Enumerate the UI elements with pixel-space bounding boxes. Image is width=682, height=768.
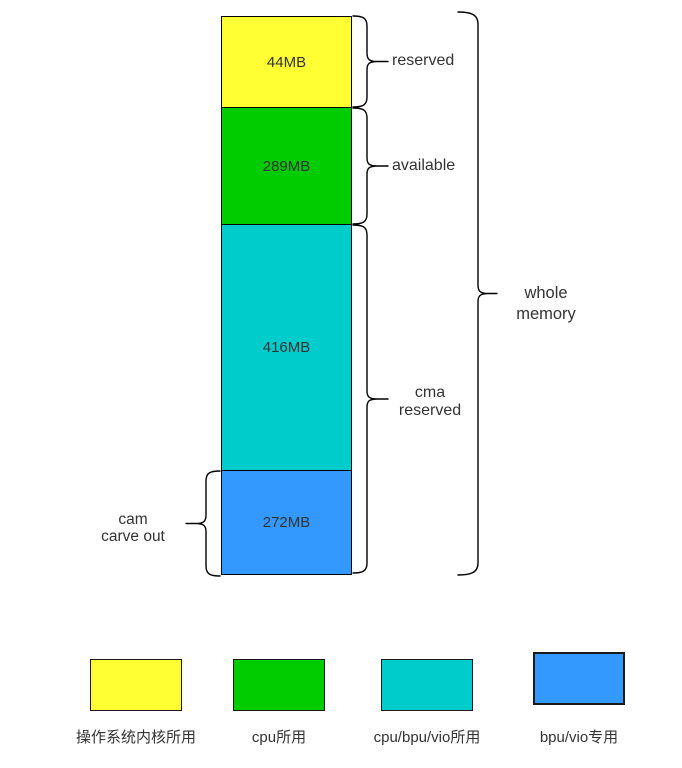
label-cam-line1: cam <box>118 511 148 528</box>
memory-block-cam-carve-out: 272MB <box>221 470 352 575</box>
memory-block-value: 289MB <box>262 157 311 175</box>
label-cma-line2: reserved <box>398 401 462 419</box>
memory-block-value: 44MB <box>266 53 307 71</box>
label-available: available <box>392 157 456 174</box>
brace-available <box>352 107 389 225</box>
memory-block-cma-reserved: 416MB <box>221 224 352 471</box>
label-whole-line1: whole <box>524 284 568 302</box>
legend-swatch-bpu-vio <box>533 652 625 705</box>
label-cam-carve-out: cam carve out <box>73 511 193 545</box>
legend-label-bpu-vio: bpu/vio专用 <box>539 729 619 746</box>
memory-block-kernel-reserved: 44MB <box>221 16 352 108</box>
memory-block-available: 289MB <box>221 107 352 225</box>
memory-block-value: 272MB <box>262 514 311 531</box>
label-cam-line2: carve out <box>101 528 165 545</box>
label-whole-line2: memory <box>516 305 576 323</box>
legend-label-cpu-bpu-vio: cpu/bpu/vio所用 <box>373 729 481 746</box>
brace-cma-reserved <box>352 224 389 574</box>
legend-swatch-kernel <box>90 659 182 711</box>
legend-swatch-cpu-bpu-vio <box>381 659 473 711</box>
legend-label-kernel: 操作系统内核所用 <box>75 729 196 746</box>
label-whole-memory: whole memory <box>498 283 594 325</box>
legend-label-cpu: cpu所用 <box>251 729 307 746</box>
memory-block-value: 416MB <box>262 339 311 356</box>
legend-swatch-cpu <box>233 659 325 711</box>
label-cma-reserved: cma reserved <box>390 384 470 419</box>
brace-whole-memory <box>457 11 498 576</box>
label-cma-line1: cma <box>414 384 446 401</box>
label-reserved: reserved <box>392 52 455 69</box>
brace-reserved <box>352 15 389 108</box>
